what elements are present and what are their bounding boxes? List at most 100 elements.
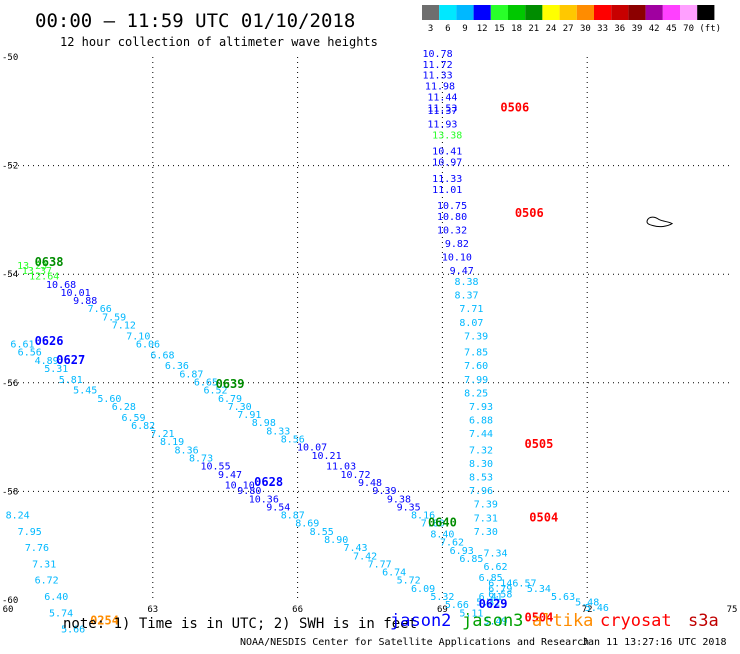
wave-height-value: 7.77 xyxy=(368,559,392,570)
wave-height-value: 6.93 xyxy=(450,546,474,557)
wave-height-value: 7.60 xyxy=(464,361,488,372)
wave-height-value: 7.71 xyxy=(459,304,483,315)
wave-height-value: 6.85 xyxy=(459,554,483,565)
wave-height-value: 5.11 xyxy=(459,608,483,619)
legend-altika: altika xyxy=(532,611,593,631)
wave-height-value: 6.74 xyxy=(382,568,406,579)
pass-time-label: 0504 xyxy=(529,510,558,524)
track-pass-mid-diagonal: 6.616.564.895.315.815.455.606.286.596.82… xyxy=(10,340,507,628)
wave-height-value: 7.32 xyxy=(469,445,493,456)
wave-height-value: 8.30 xyxy=(469,459,493,470)
wave-height-value: 7.31 xyxy=(474,513,498,524)
pass-time-label: 0638 xyxy=(35,255,64,269)
wave-height-value: 8.33 xyxy=(266,426,290,437)
wave-height-value: 6.41 xyxy=(479,592,503,603)
wave-height-value: 9.47 xyxy=(450,266,474,277)
wave-height-value: 12.64 xyxy=(29,272,59,283)
wave-height-value: 7.31 xyxy=(32,559,56,570)
wave-height-value: 8.98 xyxy=(252,418,276,429)
wave-height-value: 10.21 xyxy=(312,451,342,462)
scale-label: 15 xyxy=(494,24,505,34)
scale-label: 27 xyxy=(563,24,574,34)
wave-height-value: 7.12 xyxy=(112,321,136,332)
generated-timestamp: Jan 11 13:27:16 UTC 2018 xyxy=(582,637,727,648)
wave-height-value: 7.91 xyxy=(237,410,261,421)
wave-height-value: 8.87 xyxy=(281,511,305,522)
wave-height-tracks: 10.7811.7211.3311.9811.4411.5311.3711.93… xyxy=(6,49,609,636)
wave-height-value: 10.07 xyxy=(297,443,327,454)
wave-height-value: 6.72 xyxy=(35,576,59,587)
wave-height-value: 5.74 xyxy=(49,608,73,619)
y-tick-label: -58 xyxy=(2,487,18,497)
wave-height-value: 6.28 xyxy=(112,402,136,413)
chart-subtitle: 12 hour collection of altimeter wave hei… xyxy=(60,35,378,49)
pass-time-label: 0629 xyxy=(479,597,508,611)
wave-height-value: 7.30 xyxy=(228,402,252,413)
y-tick-label: -60 xyxy=(2,596,18,606)
wave-height-value: 5.46 xyxy=(585,603,609,614)
wave-height-value: 6.79 xyxy=(488,584,512,595)
wave-height-value: 9.48 xyxy=(358,478,382,489)
wave-height-value: 7.99 xyxy=(464,375,488,386)
x-tick-label: 63 xyxy=(147,605,158,615)
wave-height-value: 11.33 xyxy=(432,174,462,185)
wave-height-value: 11.01 xyxy=(432,185,462,196)
units-note: note: 1) Time is in UTC; 2) SWH is in fe… xyxy=(63,616,417,632)
wave-height-value: 7.30 xyxy=(474,527,498,538)
wave-height-value: 10.68 xyxy=(46,280,76,291)
wave-height-value: 5.49 xyxy=(483,616,507,627)
scale-swatch xyxy=(490,5,508,20)
wave-height-value: 8.53 xyxy=(469,473,493,484)
wave-height-value: 9.80 xyxy=(237,486,261,497)
wave-height-value: 10.97 xyxy=(432,158,462,169)
y-tick-label: -54 xyxy=(2,270,18,280)
wave-height-value: 10.32 xyxy=(437,225,467,236)
scale-label: 45 xyxy=(666,24,677,34)
scale-label: 6 xyxy=(445,24,450,34)
wave-height-value: 8.38 xyxy=(454,277,478,288)
wave-height-value: 8.25 xyxy=(464,388,488,399)
wave-height-value: 13.38 xyxy=(432,130,462,141)
scale-label: 33 xyxy=(597,24,608,34)
wave-height-value: 6.09 xyxy=(411,584,435,595)
wave-height-value: 8.40 xyxy=(430,530,454,541)
wave-height-value: 9.82 xyxy=(445,239,469,250)
wave-height-value: 6.58 xyxy=(488,589,512,600)
track-pass-long-diagonal: 13.2313.3712.6410.6810.019.887.667.597.1… xyxy=(17,261,483,565)
wave-height-value: 8.19 xyxy=(160,437,184,448)
wave-height-value: 11.53 xyxy=(427,103,457,114)
pass-time-label: 0254 xyxy=(90,613,119,627)
wave-height-value: 8.55 xyxy=(310,527,334,538)
wave-height-value: 5.45 xyxy=(73,386,97,397)
wave-height-value: 10.78 xyxy=(423,49,453,60)
wave-height-value: 10.80 xyxy=(437,212,467,223)
wave-height-value: 11.33 xyxy=(423,71,453,82)
wave-height-value: 5.66 xyxy=(61,625,85,636)
wave-height-value: 8.56 xyxy=(281,435,305,446)
x-tick-label: 66 xyxy=(292,605,303,615)
y-tick-label: -52 xyxy=(2,162,18,172)
wave-height-value: 6.61 xyxy=(10,340,34,351)
wave-height-value: 10.10 xyxy=(225,481,255,492)
pass-time-label: 0627 xyxy=(56,353,85,367)
wave-height-value: 10.10 xyxy=(442,253,472,264)
wave-height-value: 7.59 xyxy=(102,312,126,323)
wave-height-value: 7.80 xyxy=(421,519,445,530)
wave-height-value: 5.32 xyxy=(476,597,500,608)
wave-height-value: 9.54 xyxy=(266,502,290,513)
wave-height-value: 5.81 xyxy=(59,375,83,386)
credit-line: NOAA/NESDIS Center for Satellite Applica… xyxy=(240,637,589,648)
wave-height-value: 5.66 xyxy=(445,600,469,611)
color-scale-legend: 3 6 9 12 15 18 21 24 27 30 33 36 39 42 45 70 (ft) xyxy=(422,5,721,34)
scale-label: 9 xyxy=(462,24,467,34)
x-tick-label: 60 xyxy=(3,605,14,615)
wave-height-value: 6.68 xyxy=(150,350,174,361)
scale-swatch xyxy=(680,5,698,20)
wave-height-value: 10.75 xyxy=(437,201,467,212)
wave-height-value: 5.32 xyxy=(430,592,454,603)
wave-height-value: 6.40 xyxy=(44,592,68,603)
legend-s3a: s3a xyxy=(688,611,719,631)
wave-height-value: 6.88 xyxy=(469,416,493,427)
wave-height-value: 7.62 xyxy=(440,538,464,549)
wave-height-value: 7.10 xyxy=(126,331,150,342)
